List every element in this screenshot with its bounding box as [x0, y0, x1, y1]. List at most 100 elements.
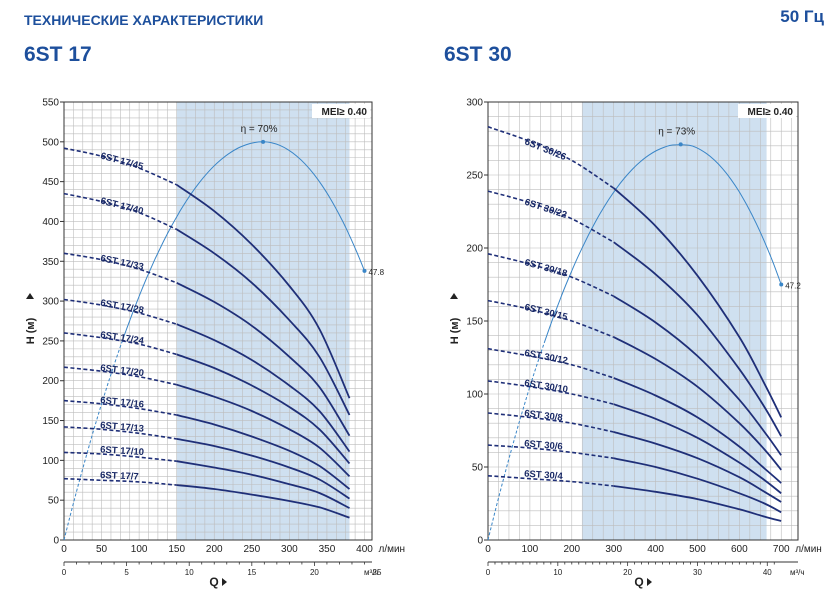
pump-curve [176, 484, 350, 519]
mei-box [312, 104, 370, 118]
efficiency-curve [543, 144, 782, 344]
series-label: 6ST 30/10 [524, 378, 569, 396]
pump-curve-dashed [63, 426, 177, 440]
y-tick-label: 0 [53, 536, 59, 547]
y-tick-label: 350 [42, 257, 59, 268]
pump-curve [176, 323, 351, 453]
series-label: 6ST 17/13 [100, 420, 145, 435]
series-label: 6ST 17/20 [100, 363, 145, 379]
efficiency-label: η = 73% [658, 126, 695, 137]
x-tick-label: 300 [281, 544, 298, 555]
pump-curve [613, 485, 782, 522]
series-label: 6ST 30/4 [524, 469, 564, 483]
y-tick-label: 100 [42, 456, 59, 467]
y-tick-label: 200 [42, 376, 59, 387]
secondary-tick-label: 20 [623, 568, 632, 577]
pump-curve-dashed [63, 366, 177, 386]
efficiency-curve-dashed [63, 341, 123, 541]
pump-curve-dashed [63, 298, 177, 325]
pump-curve [613, 336, 782, 471]
x-tick-label: 350 [319, 544, 336, 555]
secondary-tick-label: 0 [486, 568, 491, 577]
pump-curve-dashed [63, 477, 177, 486]
y-tick-label: 450 [42, 177, 59, 188]
pump-curve-dashed [63, 451, 177, 462]
secondary-unit-label: м³/ч [790, 568, 805, 577]
efficiency-label: η = 70% [241, 124, 278, 135]
series-label: 6ST 17/10 [100, 444, 144, 458]
x-tick-label: 0 [485, 544, 491, 555]
mei-label: MEI≥ 0.40 [321, 107, 367, 118]
y-tick-label: 300 [42, 297, 59, 308]
pump-curve [613, 377, 782, 484]
secondary-unit-label: м³/ч [364, 568, 379, 577]
secondary-tick-label: 5 [124, 568, 129, 577]
pump-curve [176, 414, 351, 490]
efficiency-end-point [779, 282, 784, 287]
x-tick-label: 200 [206, 544, 223, 555]
pump-curve-dashed [63, 252, 177, 284]
pump-curve-dashed [487, 475, 614, 487]
x-tick-label: 400 [647, 544, 664, 555]
efficiency-peak-point [678, 142, 683, 147]
pump-curve-dashed [487, 253, 615, 297]
x-tick-label: 100 [522, 544, 539, 555]
pump-curve-dashed [487, 444, 614, 459]
x-axis-title: Q [634, 575, 643, 589]
pump-curve [176, 383, 351, 477]
efficiency-curve-dashed [487, 342, 545, 541]
pump-curve [613, 187, 783, 418]
secondary-tick-label: 10 [553, 568, 562, 577]
y-tick-label: 500 [42, 137, 59, 148]
secondary-tick-label: 30 [693, 568, 702, 577]
y-tick-label: 250 [42, 336, 59, 347]
pump-curve [176, 184, 351, 399]
y-tick-label: 250 [466, 171, 483, 182]
pump-curve [613, 403, 782, 494]
y-tick-label: 0 [477, 536, 483, 547]
x-axis-title: Q [209, 575, 218, 589]
x-tick-label: 250 [243, 544, 260, 555]
y-tick-label: 150 [466, 317, 483, 328]
pump-curve [176, 438, 350, 500]
pump-curve-dashed [487, 126, 615, 189]
x-tick-label: 300 [605, 544, 622, 555]
y-tick-label: 100 [466, 390, 483, 401]
series-label: 6ST 30/12 [523, 348, 568, 367]
series-label: 6ST 17/7 [100, 470, 139, 483]
x-tick-label: 200 [563, 544, 580, 555]
efficiency-end-label: 47.2 [785, 282, 801, 291]
y-axis-arrow [450, 293, 458, 299]
efficiency-curve [121, 141, 365, 342]
secondary-tick-label: 15 [247, 568, 256, 577]
series-label: 6ST 17/16 [100, 395, 145, 411]
x-axis-arrow [647, 578, 652, 586]
chart-title-left: 6ST 17 [24, 43, 92, 66]
x-tick-label: 600 [731, 544, 748, 555]
pump-curve-dashed [63, 399, 177, 416]
y-tick-label: 50 [472, 463, 484, 474]
x-tick-label: 50 [96, 544, 108, 555]
secondary-tick-label: 0 [62, 568, 67, 577]
efficiency-end-point [362, 268, 367, 273]
series-label: 6ST 30/8 [524, 408, 564, 424]
efficiency-peak-point [261, 139, 266, 144]
y-tick-label: 200 [466, 244, 483, 255]
x-tick-label: 100 [131, 544, 148, 555]
efficiency-end-label: 47.8 [368, 268, 384, 277]
mei-box [738, 104, 796, 118]
pump-curve [613, 457, 782, 514]
y-tick-label: 400 [42, 217, 59, 228]
chart-title-right: 6ST 30 [444, 43, 512, 66]
pump-curve-dashed [63, 332, 177, 356]
x-tick-label: 700 [773, 544, 790, 555]
frequency-label: 50 Гц [780, 7, 824, 26]
x-tick-label: 150 [168, 544, 185, 555]
pump-curve-dashed [63, 147, 178, 186]
secondary-tick-label: 25 [373, 568, 382, 577]
y-tick-label: 550 [42, 98, 59, 109]
y-tick-label: 150 [42, 416, 59, 427]
y-tick-label: 50 [48, 496, 60, 507]
